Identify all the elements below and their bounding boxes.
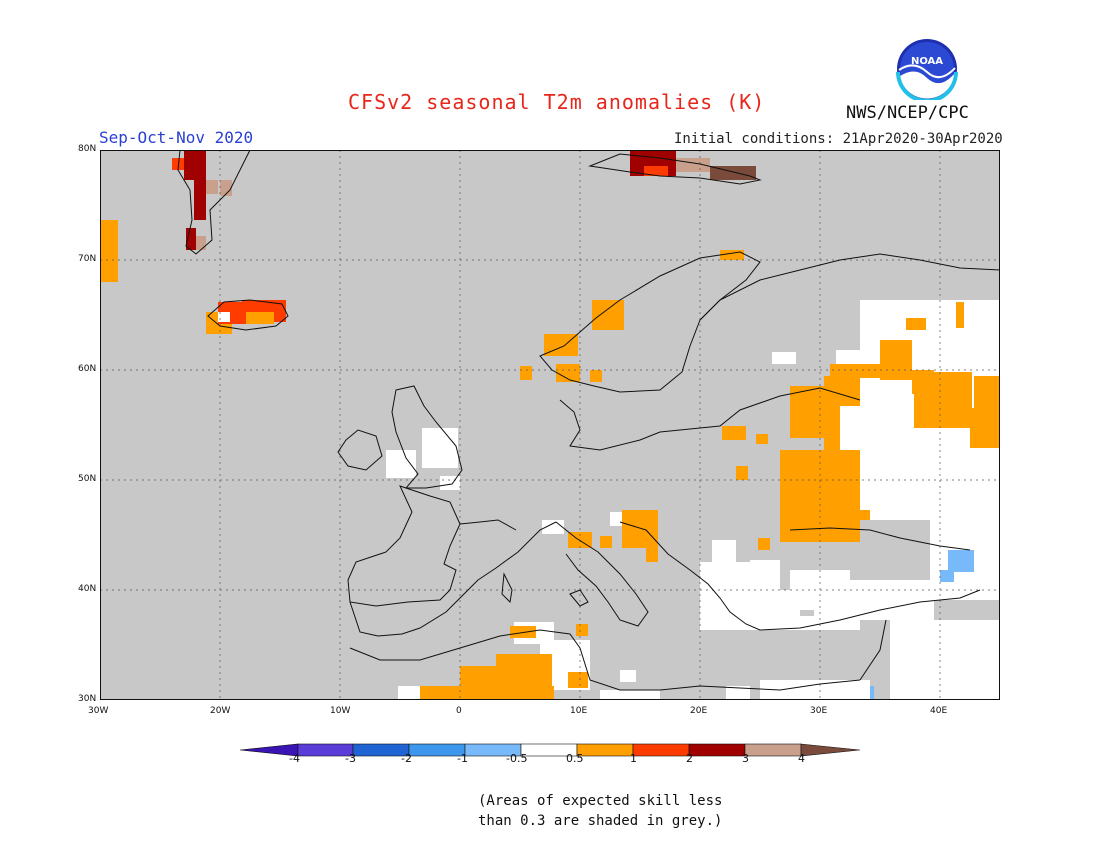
lat-label-80n: 80N [78,144,97,154]
lat-label-60n: 60N [78,364,97,374]
colorbar-label-minus05: -0.5 [506,752,528,765]
colorbar-segment-3-4 [744,743,802,757]
lat-label-30n: 30N [78,694,97,704]
graticule [100,150,1000,700]
colorbar-segment-2-3 [688,743,746,757]
lat-label-40n: 40N [78,584,97,594]
lon-label-30w: 30W [88,706,109,716]
colorbar-segment-05-1 [576,743,634,757]
colorbar [240,743,861,757]
colorbar-label-minus4: -4 [289,752,300,765]
lat-label-50n: 50N [78,474,97,484]
noaa-logo: NOAA [896,39,958,100]
colorbar-label-minus1: -1 [457,752,468,765]
lon-label-0: 0 [456,706,462,716]
lat-label-70n: 70N [78,254,97,264]
anomaly-patches [100,150,1000,700]
colorbar-segment-gt-4 [800,743,861,757]
season-label: Sep-Oct-Nov 2020 [99,128,254,147]
colorbar-segment-1-2 [632,743,690,757]
colorbar-label-2: 2 [686,752,693,765]
colorbar-label-3: 3 [742,752,749,765]
lon-label-20w: 20W [210,706,231,716]
skill-note-line1: (Areas of expected skill less [478,793,723,809]
colorbar-label-4: 4 [798,752,805,765]
lon-label-10w: 10W [330,706,351,716]
colorbar-label-minus2: -2 [401,752,412,765]
colorbar-label-1: 1 [630,752,637,765]
agency-label: NWS/NCEP/CPC [846,103,969,123]
colorbar-label-05: 0.5 [566,752,584,765]
lon-label-10e: 10E [570,706,588,716]
lon-label-40e: 40E [930,706,948,716]
coastlines [177,150,1000,691]
skill-note-line2: than 0.3 are shaded in grey.) [478,813,723,829]
logo-text: NOAA [911,56,943,67]
initial-conditions-label: Initial conditions: 21Apr2020-30Apr2020 [674,131,1003,147]
colorbar-label-minus3: -3 [345,752,356,765]
anomaly-map [100,150,1000,700]
lon-label-20e: 20E [690,706,708,716]
lon-label-30e: 30E [810,706,828,716]
